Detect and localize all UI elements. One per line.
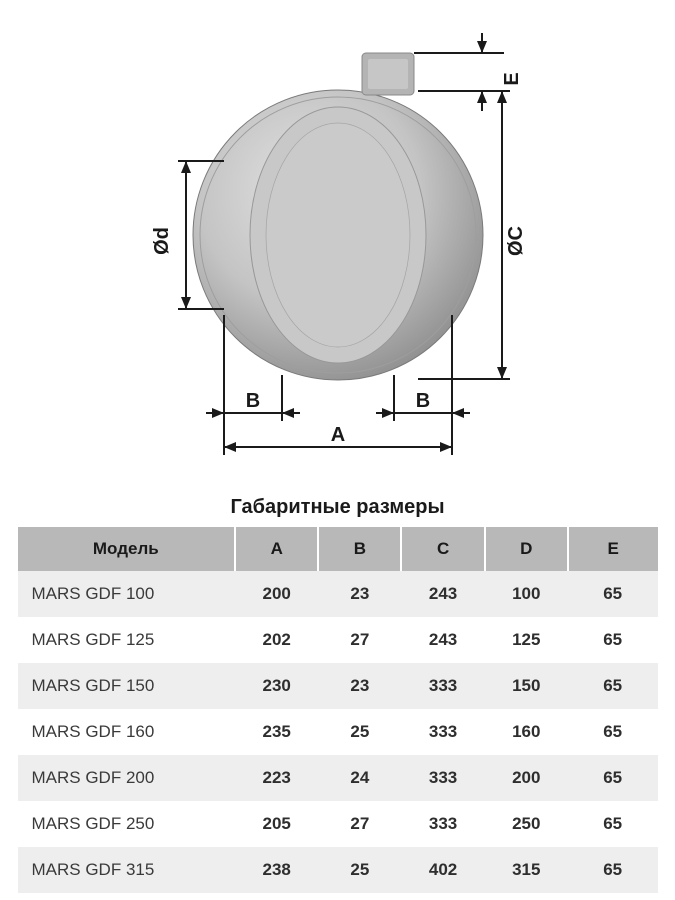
table-row: MARS GDF 1002002324310065: [18, 571, 658, 617]
model-cell: MARS GDF 100: [18, 571, 236, 617]
value-cell: 238: [235, 847, 318, 893]
value-cell: 333: [401, 709, 484, 755]
value-cell: 27: [318, 617, 401, 663]
model-cell: MARS GDF 200: [18, 755, 236, 801]
value-cell: 243: [401, 571, 484, 617]
value-cell: 235: [235, 709, 318, 755]
value-cell: 100: [485, 571, 568, 617]
table-header-cell: B: [318, 527, 401, 571]
table-body: MARS GDF 1002002324310065MARS GDF 125202…: [18, 571, 658, 893]
value-cell: 65: [568, 847, 658, 893]
value-cell: 27: [318, 801, 401, 847]
table-header-cell: C: [401, 527, 484, 571]
value-cell: 150: [485, 663, 568, 709]
value-cell: 333: [401, 755, 484, 801]
dim-label-b-right: B: [415, 390, 429, 412]
table-header-cell: D: [485, 527, 568, 571]
fan-face-inner: [266, 123, 410, 347]
table-row: MARS GDF 2502052733325065: [18, 801, 658, 847]
value-cell: 205: [235, 801, 318, 847]
value-cell: 23: [318, 571, 401, 617]
product-diagram: Ød ØC E A B B: [118, 25, 558, 465]
value-cell: 160: [485, 709, 568, 755]
table-header-cell: Модель: [18, 527, 236, 571]
dimensions-table-wrap: МодельABCDE MARS GDF 1002002324310065MAR…: [18, 527, 658, 893]
value-cell: 24: [318, 755, 401, 801]
dim-label-b-left: B: [245, 390, 259, 412]
value-cell: 200: [485, 755, 568, 801]
value-cell: 23: [318, 663, 401, 709]
table-row: MARS GDF 1252022724312565: [18, 617, 658, 663]
model-cell: MARS GDF 160: [18, 709, 236, 755]
dim-label-d: Ød: [151, 227, 173, 255]
value-cell: 65: [568, 755, 658, 801]
table-row: MARS GDF 1602352533316065: [18, 709, 658, 755]
diagram-area: Ød ØC E A B B: [0, 0, 675, 490]
value-cell: 200: [235, 571, 318, 617]
junction-box-face: [368, 59, 408, 89]
value-cell: 402: [401, 847, 484, 893]
value-cell: 25: [318, 847, 401, 893]
value-cell: 333: [401, 801, 484, 847]
value-cell: 65: [568, 709, 658, 755]
dim-label-e: E: [501, 72, 523, 85]
table-header-row: МодельABCDE: [18, 527, 658, 571]
value-cell: 230: [235, 663, 318, 709]
model-cell: MARS GDF 250: [18, 801, 236, 847]
dim-label-c: ØC: [505, 226, 527, 256]
value-cell: 243: [401, 617, 484, 663]
table-header-cell: E: [568, 527, 658, 571]
value-cell: 223: [235, 755, 318, 801]
value-cell: 250: [485, 801, 568, 847]
value-cell: 202: [235, 617, 318, 663]
value-cell: 65: [568, 663, 658, 709]
value-cell: 315: [485, 847, 568, 893]
table-row: MARS GDF 3152382540231565: [18, 847, 658, 893]
table-row: MARS GDF 1502302333315065: [18, 663, 658, 709]
model-cell: MARS GDF 150: [18, 663, 236, 709]
dimensions-table: МодельABCDE MARS GDF 1002002324310065MAR…: [18, 527, 658, 893]
model-cell: MARS GDF 125: [18, 617, 236, 663]
section-title: Габаритные размеры: [0, 496, 675, 519]
value-cell: 65: [568, 571, 658, 617]
model-cell: MARS GDF 315: [18, 847, 236, 893]
value-cell: 65: [568, 801, 658, 847]
dim-label-a: A: [330, 424, 344, 446]
table-row: MARS GDF 2002232433320065: [18, 755, 658, 801]
value-cell: 25: [318, 709, 401, 755]
value-cell: 65: [568, 617, 658, 663]
value-cell: 333: [401, 663, 484, 709]
table-header-cell: A: [235, 527, 318, 571]
value-cell: 125: [485, 617, 568, 663]
